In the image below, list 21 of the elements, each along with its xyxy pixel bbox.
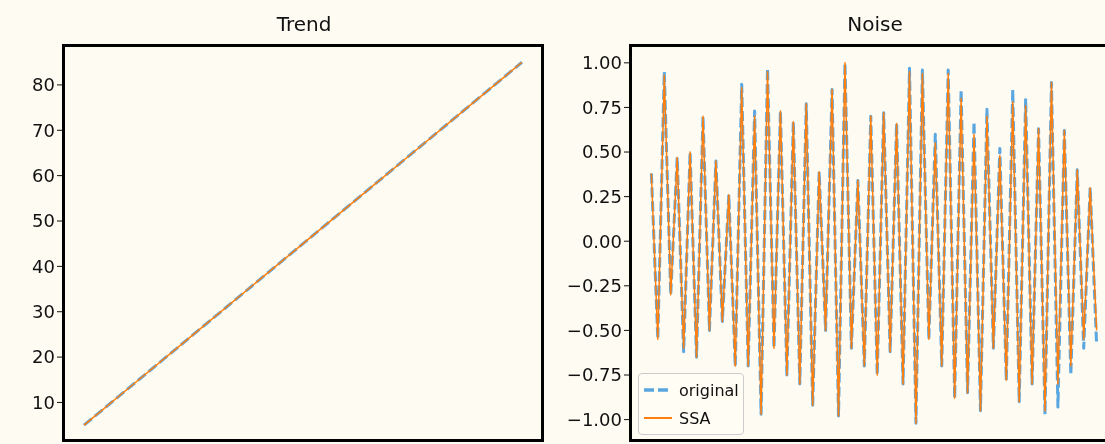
chart-title: Trend: [275, 12, 333, 36]
y-tick-label: 50: [32, 210, 55, 232]
chart-title: Noise: [846, 12, 904, 36]
y-tick-label: 70: [32, 119, 55, 141]
y-tick-label: 20: [32, 346, 55, 368]
y-tick-label: 0.00: [581, 230, 622, 252]
y-tick-label: −0.50: [566, 319, 622, 341]
y-tick-label: −0.75: [566, 364, 622, 386]
y-tick-label: 0.25: [581, 186, 622, 208]
y-tick-label: 80: [32, 74, 55, 96]
y-tick-label: −1.00: [566, 408, 622, 430]
legend-label: SSA: [679, 408, 711, 428]
y-tick-label: 1.00: [581, 52, 622, 74]
y-tick-label: 40: [32, 255, 55, 277]
y-tick-label: 30: [32, 301, 55, 323]
y-tick-label: −0.25: [566, 275, 622, 297]
y-tick-label: 10: [32, 391, 55, 413]
y-tick-label: 0.75: [581, 96, 622, 118]
legend-label: original: [679, 380, 739, 400]
y-tick-label: 0.50: [581, 141, 622, 163]
y-tick-label: 60: [32, 165, 55, 187]
